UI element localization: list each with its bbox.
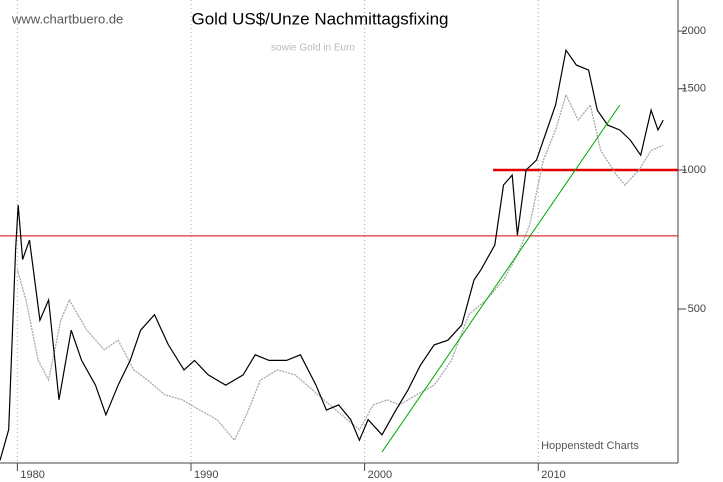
chart-title: Gold US$/Unze Nachmittagsfixing [191,9,448,28]
trend-line [381,104,621,453]
x-tick-label: 1990 [194,469,218,481]
x-tick-label: 2000 [368,469,392,481]
x-tick-label: 1980 [20,469,44,481]
y-tick-label: 500 [688,303,706,315]
series-line [16,93,664,442]
credit: Hoppenstedt Charts [541,440,639,452]
x-tick-label: 2010 [541,469,565,481]
y-tick-label: 2000 [682,25,706,37]
source: www.chartbuero.de [11,11,123,26]
chart-subtitle: sowie Gold in Euro [271,43,355,54]
series-line [0,48,664,461]
y-tick-label: 1000 [682,164,706,176]
y-tick-label: 1500 [682,83,706,95]
